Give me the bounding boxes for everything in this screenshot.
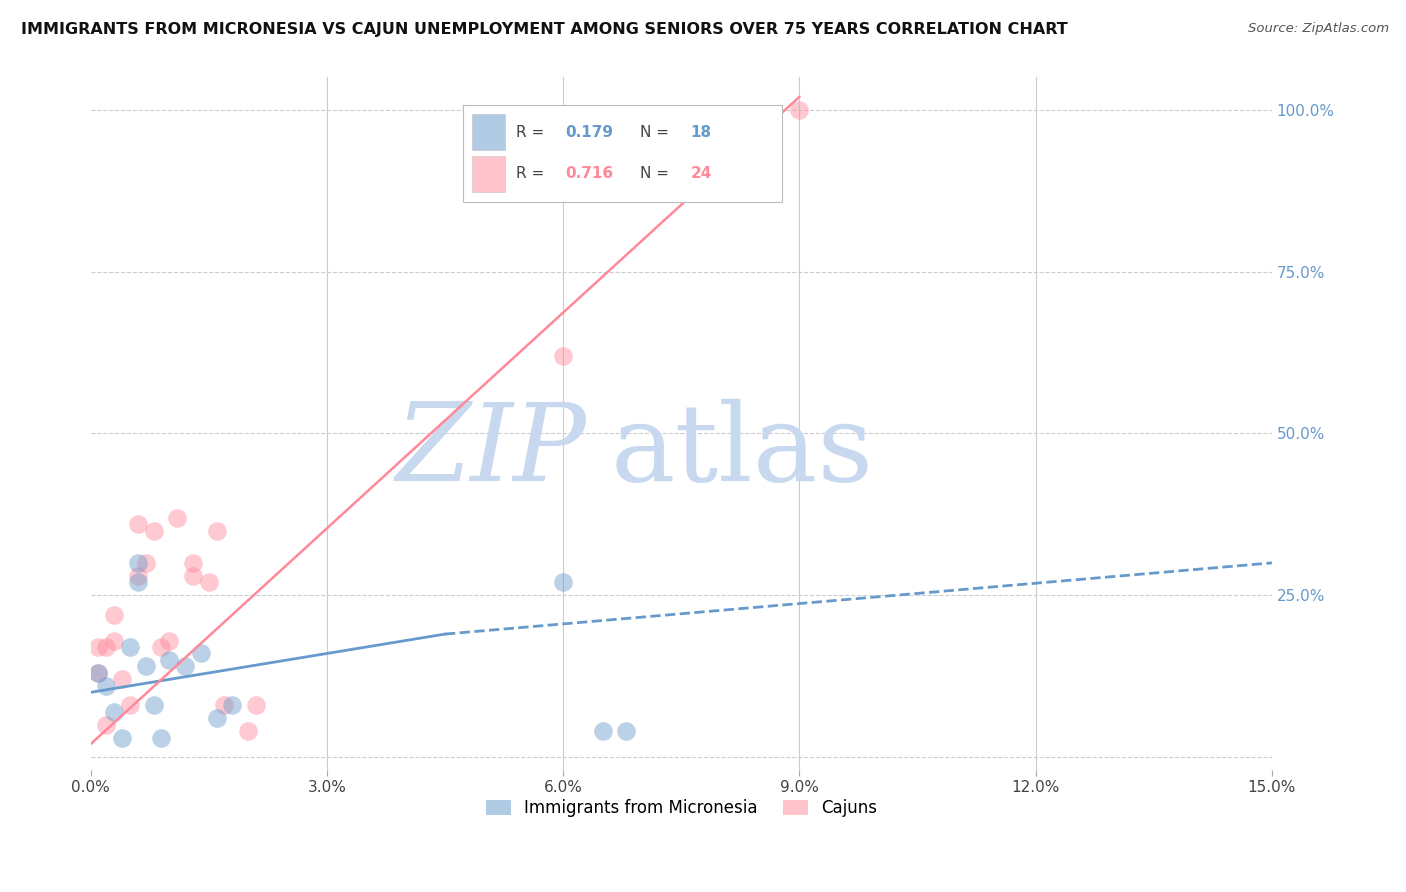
Point (127, 556, 149, 570)
Point (111, 673, 134, 687)
Point (142, 698, 165, 713)
Text: IMMIGRANTS FROM MICRONESIA VS CAJUN UNEMPLOYMENT AMONG SENIORS OVER 75 YEARS COR: IMMIGRANTS FROM MICRONESIA VS CAJUN UNEM… (21, 22, 1067, 37)
Point (205, 711, 228, 725)
Text: N =: N = (640, 125, 673, 140)
FancyBboxPatch shape (472, 156, 505, 192)
Point (190, 647, 212, 661)
Point (157, 653, 180, 667)
Point (614, 724, 637, 739)
Point (221, 698, 243, 713)
Point (166, 510, 188, 524)
Point (103, 607, 125, 622)
Point (789, 103, 811, 117)
Point (150, 640, 173, 654)
Point (197, 575, 219, 590)
Text: N =: N = (640, 166, 673, 181)
Point (87, 665, 110, 680)
Point (111, 731, 134, 745)
Point (245, 698, 267, 713)
Point (553, 575, 575, 590)
Text: R =: R = (516, 166, 548, 181)
Point (96, 679, 118, 693)
Point (96, 640, 118, 654)
Point (127, 575, 149, 590)
Point (150, 731, 173, 745)
Text: ZIP: ZIP (396, 399, 586, 504)
Text: atlas: atlas (610, 399, 873, 504)
Point (87, 665, 110, 680)
Text: 0.716: 0.716 (565, 166, 613, 181)
Point (592, 724, 614, 739)
Point (157, 633, 180, 648)
Point (174, 659, 197, 673)
Point (103, 633, 125, 648)
Point (127, 569, 149, 583)
Text: 24: 24 (690, 166, 711, 181)
Point (87, 640, 110, 654)
Legend: Immigrants from Micronesia, Cajuns: Immigrants from Micronesia, Cajuns (479, 793, 883, 824)
FancyBboxPatch shape (472, 114, 505, 150)
Point (103, 705, 125, 719)
Point (127, 516, 149, 531)
Point (118, 698, 141, 713)
Point (135, 556, 157, 570)
Point (553, 349, 575, 363)
Point (135, 659, 157, 673)
Point (214, 698, 236, 713)
FancyBboxPatch shape (463, 105, 782, 202)
Point (96, 717, 118, 731)
Point (118, 640, 141, 654)
Text: R =: R = (516, 125, 548, 140)
Point (236, 724, 259, 739)
Point (181, 569, 204, 583)
Point (205, 524, 228, 538)
Text: 0.179: 0.179 (565, 125, 613, 140)
Text: 18: 18 (690, 125, 711, 140)
Point (142, 524, 165, 538)
Point (181, 556, 204, 570)
Text: Source: ZipAtlas.com: Source: ZipAtlas.com (1249, 22, 1389, 36)
